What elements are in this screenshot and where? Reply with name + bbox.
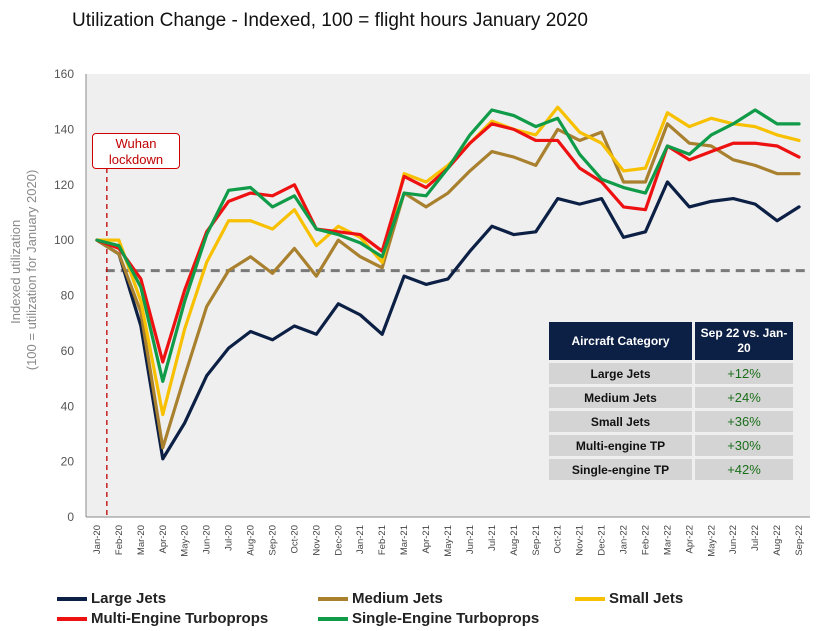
x-tick-label: Jul-22 xyxy=(750,525,761,551)
x-tick-label: Jan-22 xyxy=(619,525,630,554)
x-tick-label: Jul-20 xyxy=(224,525,235,551)
x-tick-label: Sep-21 xyxy=(531,525,542,556)
legend-item-multi-engine-turboprops: Multi-Engine Turboprops xyxy=(57,610,268,627)
x-tick-label: Feb-21 xyxy=(377,525,388,555)
x-tick-label: Apr-22 xyxy=(684,525,695,554)
chart-area: 0 20 40 60 80 100 120 140 160 Jan-20 Feb-20 Mar-20… xyxy=(8,67,810,557)
annotation-line2: lockdown xyxy=(108,152,164,167)
x-tick-label: Aug-22 xyxy=(772,525,783,556)
y-tick-label: 100 xyxy=(54,233,74,247)
legend-swatch xyxy=(57,616,87,621)
legend-swatch xyxy=(575,596,605,601)
x-tick-label: Apr-21 xyxy=(421,525,432,554)
legend-label: Small Jets xyxy=(609,590,684,607)
x-tick-label: May-22 xyxy=(706,525,717,557)
x-tick-label: Feb-20 xyxy=(114,525,125,555)
table-row: Medium Jets +24% xyxy=(549,387,793,408)
legend-item-medium-jets: Medium Jets xyxy=(318,590,443,607)
table-row: Multi-engine TP +30% xyxy=(549,435,793,456)
x-tick-label: Jan-21 xyxy=(355,525,366,554)
series-line-large-jets xyxy=(95,180,801,461)
annotation-line1: Wuhan xyxy=(115,136,157,151)
x-tick-label: Dec-21 xyxy=(597,525,608,556)
series-line-medium-jets xyxy=(95,122,801,450)
table-cell-category: Multi-engine TP xyxy=(549,435,692,456)
x-tick-label: Jan-20 xyxy=(92,525,103,554)
x-tick-label: Feb-22 xyxy=(640,525,651,555)
x-tick-label: Dec-20 xyxy=(333,525,344,556)
legend-label: Large Jets xyxy=(91,590,167,607)
legend-label: Single-Engine Turboprops xyxy=(352,610,540,627)
x-tick-label: Apr-20 xyxy=(158,525,169,554)
x-tick-label: Jun-21 xyxy=(465,525,476,554)
x-tick-label: Sep-22 xyxy=(794,525,805,556)
x-tick-label: Aug-21 xyxy=(509,525,520,556)
chart-title: Utilization Change - Indexed, 100 = flig… xyxy=(72,10,588,31)
table-row: Single-engine TP +42% xyxy=(549,459,793,480)
table-cell-change: +30% xyxy=(695,435,793,456)
x-tick-label: Mar-20 xyxy=(136,525,147,555)
legend-item-single-engine-turboprops: Single-Engine Turboprops xyxy=(318,610,539,627)
x-tick-label: Nov-21 xyxy=(575,525,586,556)
y-axis-label: Indexed utilization (100 = utilization f… xyxy=(8,170,39,371)
table-cell-change: +36% xyxy=(695,411,793,432)
legend-item-large-jets: Large Jets xyxy=(57,590,166,607)
y-tick-label: 60 xyxy=(61,344,75,358)
chart-legend: Large Jets Medium Jets Small Jets Multi-… xyxy=(0,584,832,631)
x-tick-label: Jun-22 xyxy=(728,525,739,554)
x-tick-label: Aug-20 xyxy=(246,525,257,556)
x-tick-label: Oct-20 xyxy=(289,525,300,554)
legend-item-small-jets: Small Jets xyxy=(575,590,683,607)
table-row: Large Jets +12% xyxy=(549,363,793,384)
legend-swatch xyxy=(57,596,87,601)
table-cell-change: +12% xyxy=(695,363,793,384)
legend-label: Medium Jets xyxy=(352,590,443,607)
y-ticks: 0 20 40 60 80 100 120 140 160 xyxy=(54,67,74,524)
table-header-category: Aircraft Category xyxy=(549,322,692,360)
x-tick-label: Mar-22 xyxy=(662,525,673,555)
x-tick-label: Sep-20 xyxy=(267,525,278,556)
series-line-single-engine-turboprops xyxy=(95,108,801,383)
legend-swatch xyxy=(318,616,348,621)
x-tick-label: May-20 xyxy=(180,525,191,557)
table-header-change: Sep 22 vs. Jan-20 xyxy=(695,322,793,360)
table-cell-change: +42% xyxy=(695,459,793,480)
series-group xyxy=(95,105,801,461)
y-tick-label: 120 xyxy=(54,178,74,192)
table-cell-category: Large Jets xyxy=(549,363,692,384)
x-tick-label: Jul-21 xyxy=(487,525,498,551)
table-cell-category: Single-engine TP xyxy=(549,459,692,480)
legend-swatch xyxy=(318,596,348,601)
y-tick-label: 160 xyxy=(54,67,74,81)
x-tick-label: Jun-20 xyxy=(202,525,213,554)
table-cell-category: Medium Jets xyxy=(549,387,692,408)
summary-table: Aircraft Category Sep 22 vs. Jan-20 Larg… xyxy=(546,319,796,483)
y-tick-label: 40 xyxy=(61,399,75,413)
x-tick-label: Mar-21 xyxy=(399,525,410,555)
x-tick-label: Oct-21 xyxy=(553,525,564,554)
legend-label: Multi-Engine Turboprops xyxy=(91,610,269,627)
wuhan-lockdown-annotation: Wuhan lockdown xyxy=(92,133,180,169)
y-tick-label: 140 xyxy=(54,122,74,136)
table-cell-category: Small Jets xyxy=(549,411,692,432)
y-tick-label: 80 xyxy=(61,289,75,303)
table-row: Small Jets +36% xyxy=(549,411,793,432)
x-tick-label: Nov-20 xyxy=(311,525,322,556)
y-tick-label: 20 xyxy=(61,455,75,469)
table-cell-change: +24% xyxy=(695,387,793,408)
table-header-row: Aircraft Category Sep 22 vs. Jan-20 xyxy=(549,322,793,360)
y-tick-label: 0 xyxy=(67,510,74,524)
x-tick-label: May-21 xyxy=(443,525,454,557)
x-ticks: Jan-20 Feb-20 Mar-20 Apr-20 May-20 Jun-20 Jul-… xyxy=(92,525,805,557)
